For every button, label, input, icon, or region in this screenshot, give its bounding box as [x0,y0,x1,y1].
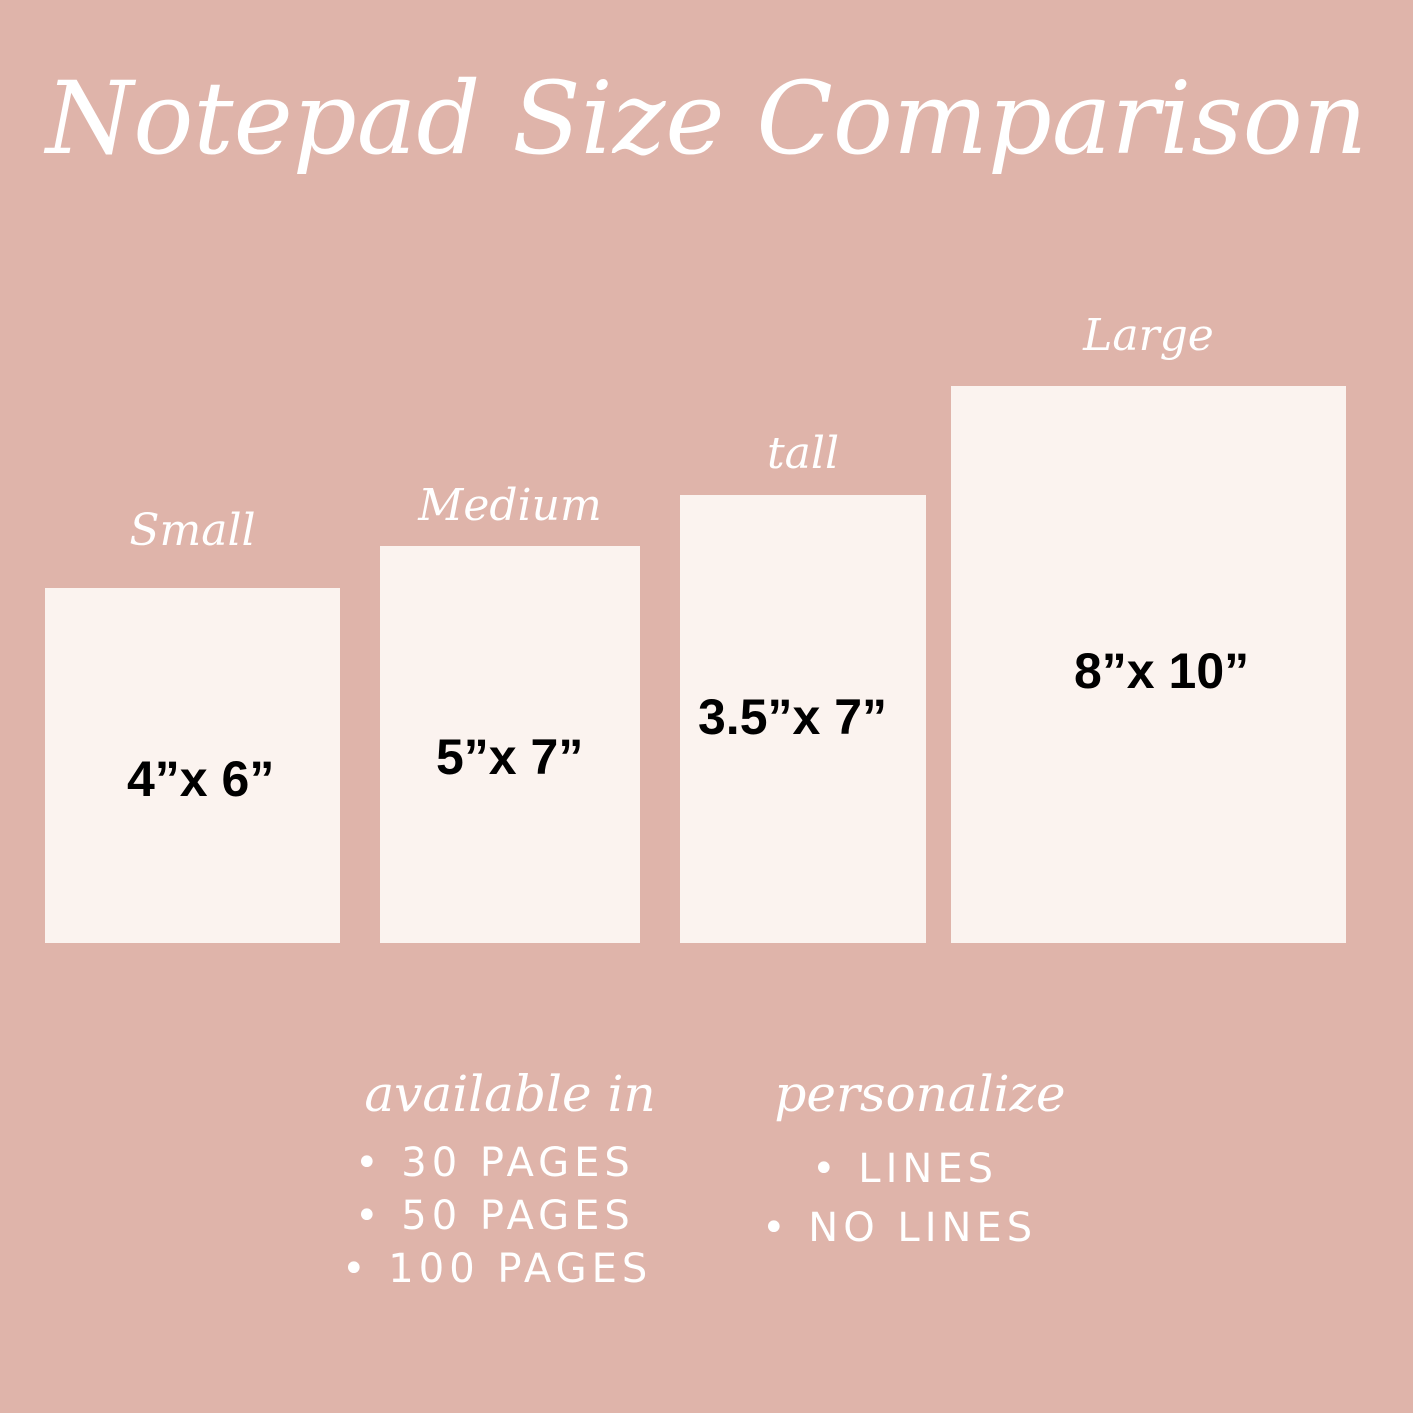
option-heading: personalize [774,1065,1066,1123]
pad [380,546,640,943]
option-heading: available in [364,1065,656,1123]
pad-size: 4”x 6” [127,751,275,807]
title: Notepad Size Comparison [45,60,1368,177]
pad [951,386,1346,943]
option-item: • NO LINES [762,1205,1038,1251]
pad [45,588,340,943]
pad [680,495,926,943]
pad-name: Medium [418,480,602,531]
option-item: • 50 PAGES [355,1193,635,1239]
pad-name: tall [766,428,840,479]
pad-size: 8”x 10” [1074,643,1250,699]
option-item: • 100 PAGES [342,1246,653,1292]
option-item: • 30 PAGES [355,1140,635,1186]
pad-name: Large [1083,310,1214,361]
pad-size: 3.5”x 7” [698,689,888,745]
pad-name: Small [129,505,256,556]
pad-size: 5”x 7” [436,729,584,785]
option-item: • LINES [812,1146,998,1192]
